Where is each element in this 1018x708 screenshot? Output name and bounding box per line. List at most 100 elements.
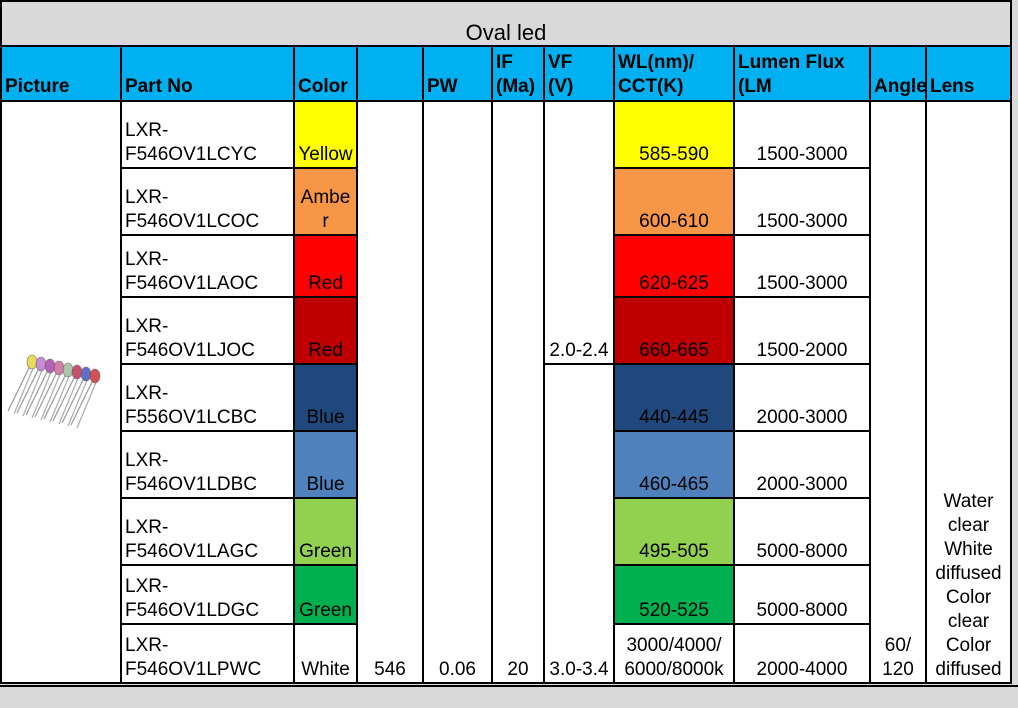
- lumen-cell: 5000-8000: [733, 497, 871, 566]
- wl-cell: 3000/4000/6000/8000k: [613, 623, 735, 684]
- part-no-text: LXR-F546OV1LJOC: [125, 316, 255, 361]
- part-no: LXR-F546OV1LAOC: [120, 234, 295, 298]
- header-cell: [356, 45, 424, 102]
- table-row: LXR-F546OV1LJOC Red 660-665 1500-2000: [1, 296, 1011, 365]
- table-row: LXR-F546OV1LPWC White 3000/4000/6000/8000k…: [1, 623, 1011, 684]
- led-picture: [7, 354, 101, 428]
- header-line: VF: [548, 52, 573, 73]
- color-cell: Green: [293, 497, 358, 566]
- header-cell: PW: [422, 45, 493, 102]
- part-no-text: LXR-F546OV1LCOC: [125, 187, 260, 232]
- vf-cell-text: 2.0-2.4: [549, 340, 609, 361]
- lumen-cell-text: 2000-3000: [756, 407, 848, 428]
- part-no-text: LXR-F546OV1LPWC: [125, 635, 262, 680]
- vf-cell: 2.0-2.4: [543, 100, 615, 365]
- angle-cell: 60/120: [869, 100, 927, 684]
- color-cell-text: Red: [308, 340, 343, 361]
- table-row: LXR-F546OV1LDBC Blue 460-465 2000-3000: [1, 430, 1011, 499]
- vf-cell: 3.0-3.4: [543, 363, 615, 684]
- part-no: LXR-F546OV1LJOC: [120, 296, 295, 365]
- header-cell: Lumen Flux (LM: [733, 45, 871, 102]
- color-cell-text: Yellow: [298, 144, 353, 165]
- size-cell-text: 546: [374, 659, 406, 680]
- wl-cell-text: 520-525: [639, 600, 709, 621]
- wl-cell: 660-665: [613, 296, 735, 365]
- spec-table: Oval led Picture Part No Color PW IF (Ma)…: [0, 0, 1013, 684]
- if-cell: 20: [491, 100, 545, 684]
- header-cell: Lens: [924, 45, 1013, 102]
- wl-cell-text: 495-505: [639, 541, 709, 562]
- part-no-text: LXR-F546OV1LAOC: [125, 249, 259, 294]
- header-line: (LM: [738, 76, 772, 97]
- header-line: (Ma): [496, 76, 536, 97]
- table-row: LXR-F546OV1LCYC Yellow 546 0.06 20 2.0-2.4 585…: [0, 100, 1013, 684]
- part-no-text: LXR-F556OV1LCBC: [125, 383, 258, 428]
- header-line: CCT(K): [618, 76, 684, 97]
- lumen-cell: 1500-3000: [733, 100, 871, 169]
- part-no-text: LXR-F546OV1LAGC: [125, 517, 259, 562]
- color-cell-text: White: [301, 659, 350, 680]
- size-cell: 546: [356, 100, 424, 684]
- header-line: (V): [548, 76, 574, 97]
- header-cell: VF (V): [543, 45, 615, 102]
- lumen-cell: 2000-3000: [733, 363, 871, 432]
- part-no: LXR-F546OV1LPWC: [120, 623, 295, 684]
- wl-cell-text: 440-445: [639, 407, 709, 428]
- lumen-cell-text: 2000-3000: [756, 474, 848, 495]
- color-cell: Yellow: [293, 100, 358, 169]
- lumen-cell: 1500-3000: [733, 234, 871, 298]
- wl-cell: 495-505: [613, 497, 735, 566]
- lumen-cell-text: 1500-3000: [756, 273, 848, 294]
- footer-band: [0, 685, 1018, 708]
- color-cell: Blue: [293, 363, 358, 432]
- wl-cell: 440-445: [613, 363, 735, 432]
- lumen-cell: 2000-3000: [733, 430, 871, 499]
- header-cell: WL(nm)/ CCT(K): [613, 45, 735, 102]
- header-cell: Picture: [0, 45, 122, 102]
- wl-cell-text: 585-590: [639, 144, 709, 165]
- color-cell-text: Green: [299, 541, 352, 562]
- color-cell: White: [293, 623, 358, 684]
- color-cell-text: Amber: [300, 187, 351, 232]
- lumen-cell: 1500-2000: [733, 296, 871, 365]
- picture-cell: [0, 100, 122, 684]
- table-row: LXR-F546OV1LAGC Green 495-505 5000-8000: [1, 497, 1011, 566]
- color-cell-text: Red: [308, 273, 343, 294]
- table-title: Oval led: [0, 0, 1013, 47]
- color-cell: Blue: [293, 430, 358, 499]
- wl-cell-text: 600-610: [639, 211, 709, 232]
- lumen-cell: 1500-3000: [733, 167, 871, 236]
- wl-cell: 520-525: [613, 564, 735, 625]
- vf-cell-text: 3.0-3.4: [549, 659, 609, 680]
- part-no: LXR-F556OV1LCBC: [120, 363, 295, 432]
- wl-cell: 620-625: [613, 234, 735, 298]
- lumen-cell-text: 5000-8000: [756, 600, 848, 621]
- part-no: LXR-F546OV1LAGC: [120, 497, 295, 566]
- part-no-text: LXR-F546OV1LCYC: [125, 120, 258, 165]
- lumen-cell-text: 1500-2000: [756, 340, 848, 361]
- lumen-cell-text: 1500-3000: [756, 144, 848, 165]
- table-row: LXR-F546OV1LAOC Red 620-625 1500-3000: [1, 234, 1011, 298]
- lens-cell-text: Water clear White diffused Color clear C…: [935, 491, 1002, 680]
- header-cell: Part No: [120, 45, 295, 102]
- angle-cell-text: 60/120: [882, 635, 914, 680]
- pw-cell: 0.06: [422, 100, 493, 684]
- if-cell-text: 20: [507, 659, 529, 680]
- color-cell-text: Blue: [306, 474, 345, 495]
- color-cell: Green: [293, 564, 358, 625]
- header-line: IF: [496, 52, 513, 73]
- part-no: LXR-F546OV1LDBC: [120, 430, 295, 499]
- part-no: LXR-F546OV1LCOC: [120, 167, 295, 236]
- wl-cell-text: 460-465: [639, 474, 709, 495]
- wl-cell-text: 660-665: [639, 340, 709, 361]
- lumen-cell: 2000-4000: [733, 623, 871, 684]
- header-cell: Color: [293, 45, 358, 102]
- part-no-text: LXR-F546OV1LDBC: [125, 450, 258, 495]
- wl-cell-text: 620-625: [639, 273, 709, 294]
- header-cell: Angle: [869, 45, 927, 102]
- header-line: WL(nm)/: [618, 52, 694, 73]
- table-row: LXR-F556OV1LCBC Blue 3.0-3.4 440-445 2000-30…: [1, 363, 1011, 684]
- pw-cell-text: 0.06: [439, 659, 476, 680]
- header-line: Lumen Flux: [738, 52, 845, 73]
